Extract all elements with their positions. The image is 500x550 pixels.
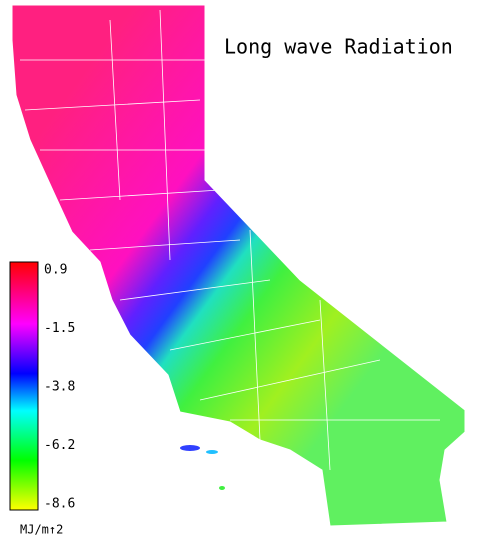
california	[11, 4, 466, 527]
county-lines	[20, 9, 440, 471]
legend-tick-label: -6.2	[44, 438, 75, 453]
legend-tick-label: -1.5	[44, 321, 75, 336]
island	[180, 445, 200, 451]
colorbar	[9, 261, 39, 511]
legend-tick-label: 0.9	[44, 263, 67, 278]
legend-unit: MJ/m↑2	[20, 523, 63, 537]
legend-tick-label: -8.6	[44, 497, 75, 512]
title: Long wave Radiation	[224, 35, 453, 59]
legend-tick-label: -3.8	[44, 380, 75, 395]
island	[206, 450, 218, 454]
island	[219, 486, 225, 490]
